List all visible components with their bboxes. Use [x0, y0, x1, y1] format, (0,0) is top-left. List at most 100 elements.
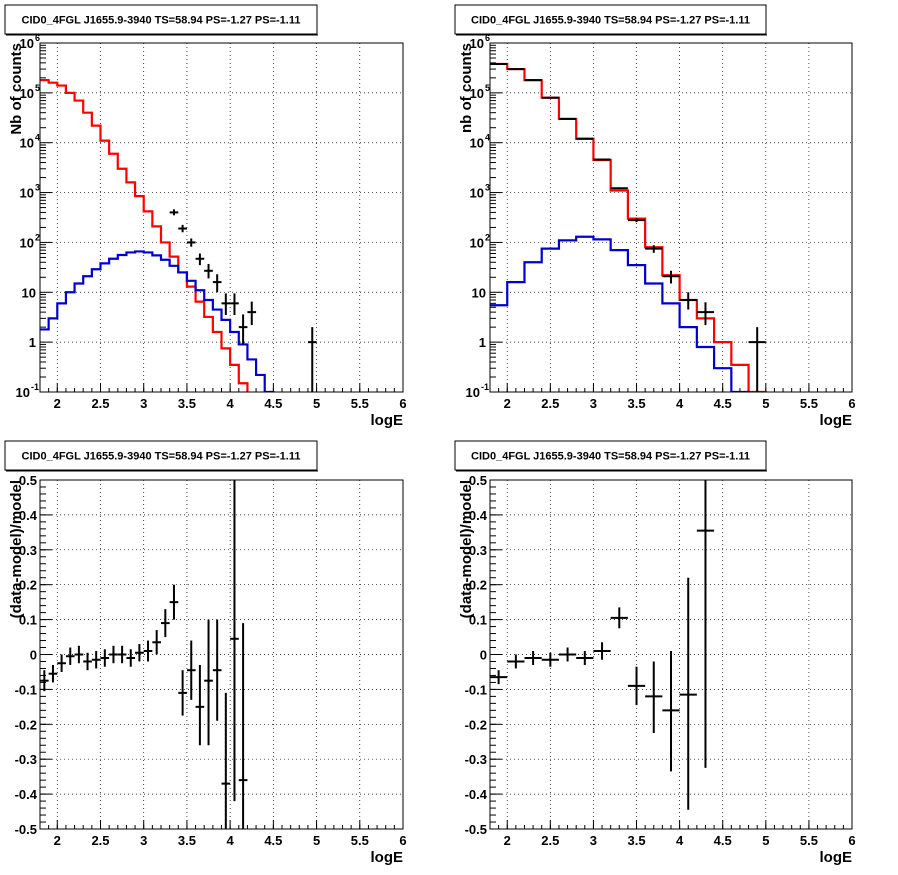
y-tick-exponent: 6	[35, 33, 40, 43]
y-tick-label: -0.5	[15, 822, 37, 837]
data-point	[645, 245, 663, 253]
y-axis: -0.5 -0.4 -0.3 -0.2 -0.1 0 0.1 0.2 0.3 0.4 0.5	[465, 473, 502, 837]
data-point	[696, 480, 715, 768]
y-tick-label: 0	[30, 648, 37, 663]
x-tick-label: 5.5	[351, 396, 369, 411]
x-tick-label: 3	[140, 396, 147, 411]
x-tick-label: 5.5	[800, 396, 818, 411]
data-point	[178, 224, 187, 233]
data-point	[576, 137, 594, 140]
data-point	[610, 607, 628, 629]
data-point	[230, 480, 239, 802]
plot-frame	[39, 479, 404, 830]
data-point	[221, 293, 231, 316]
data-point	[186, 238, 196, 247]
chart-title: CID0_4FGL J1655.9-3940 TS=58.94 PS=-1.27…	[471, 451, 750, 463]
data-point	[507, 654, 525, 669]
y-tick-label: 0.1	[469, 613, 487, 628]
y-tick-exponent: 5	[35, 83, 40, 93]
y-tick-exponent: 3	[35, 183, 40, 193]
y-axis-title: (data-model)/model	[458, 480, 475, 618]
data-point	[169, 584, 179, 620]
data-point	[230, 293, 239, 316]
y-tick-exponent: -1	[481, 382, 489, 392]
data-point	[679, 577, 697, 810]
y-tick-exponent: 3	[485, 183, 490, 193]
chart-panel-3: 2 2.5 3 3.5 4 4.5 5 5.5 6 -0.5 -0.4 -0.3 -0.2 -0.1 0 0.…	[4, 440, 407, 866]
data-point	[212, 274, 222, 293]
y-tick-label: -0.3	[15, 752, 37, 767]
y-tick-label: 10	[472, 285, 486, 300]
data-point	[662, 651, 680, 772]
data-point	[143, 640, 153, 662]
data-point	[679, 292, 697, 310]
y-tick-label: -0.4	[465, 787, 488, 802]
data-point	[645, 661, 663, 734]
data-point	[307, 327, 317, 392]
x-tick-label: 3.5	[178, 833, 196, 848]
x-axis-title: logE	[371, 849, 404, 866]
data-point	[558, 117, 577, 120]
y-tick-label: -0.1	[465, 682, 487, 697]
data-point	[74, 645, 84, 664]
data-point	[109, 645, 118, 664]
y-tick-label: -0.5	[465, 822, 487, 837]
data-point	[238, 623, 248, 829]
y-tick-label: 0.1	[19, 613, 37, 628]
y-tick-label: -0.1	[15, 682, 37, 697]
y-tick-label: 10	[22, 285, 36, 300]
x-tick-label: 3.5	[178, 396, 196, 411]
data-point	[83, 652, 92, 671]
data-point	[152, 630, 161, 655]
y-tick-label: -0.2	[465, 717, 487, 732]
x-tick-label: 5	[762, 833, 769, 848]
x-tick-label: 4	[227, 833, 235, 848]
data-point	[696, 302, 715, 326]
data-point	[57, 654, 66, 672]
data-point	[186, 640, 196, 700]
data-point	[524, 79, 542, 82]
data-point	[576, 651, 594, 665]
y-tick-exponent: 2	[35, 232, 40, 242]
x-tick-label: 2	[504, 396, 511, 411]
y-axis-title: (data-model)/model	[8, 480, 25, 618]
x-tick-label: 4	[676, 833, 684, 848]
y-tick-exponent: 6	[485, 33, 490, 43]
plot-frame	[489, 42, 853, 393]
y-tick-label: -0.4	[15, 787, 38, 802]
data-point	[238, 314, 248, 345]
y-tick-label: 0.5	[19, 473, 37, 488]
x-tick-label: 3	[590, 833, 597, 848]
x-tick-label: 5.5	[351, 833, 369, 848]
x-tick-label: 6	[399, 833, 406, 848]
x-tick-label: 4.5	[714, 833, 732, 848]
data-point	[662, 270, 680, 284]
data-point	[593, 158, 611, 161]
data-point	[117, 645, 127, 664]
data-point	[558, 647, 577, 662]
data-point	[490, 62, 508, 65]
y-tick-label: 10	[466, 385, 480, 400]
y-tick-label: 0.5	[469, 473, 487, 488]
data-point	[627, 666, 646, 706]
y-tick-label: 10	[470, 86, 484, 101]
y-tick-label: 10	[20, 86, 34, 101]
data-point	[178, 670, 187, 716]
data-point	[204, 619, 213, 746]
y-tick-label: 10	[20, 235, 34, 250]
x-tick-label: 4.5	[714, 396, 732, 411]
data-point	[247, 301, 257, 326]
y-tick-label: 10	[20, 36, 34, 51]
chart-title-box	[4, 440, 318, 471]
y-tick-label: 0.4	[19, 508, 38, 523]
x-tick-label: 5.5	[800, 833, 818, 848]
chart-panel-4: 2 2.5 3 3.5 4 4.5 5 5.5 6 -0.5 -0.4 -0.3 -0.2 -0.1 0 0.…	[454, 440, 856, 866]
x-tick-label: 2	[504, 833, 511, 848]
y-tick-label: 10	[16, 385, 30, 400]
data-point	[541, 96, 559, 99]
x-tick-label: 5	[313, 833, 320, 848]
x-tick-label: 4	[227, 396, 235, 411]
